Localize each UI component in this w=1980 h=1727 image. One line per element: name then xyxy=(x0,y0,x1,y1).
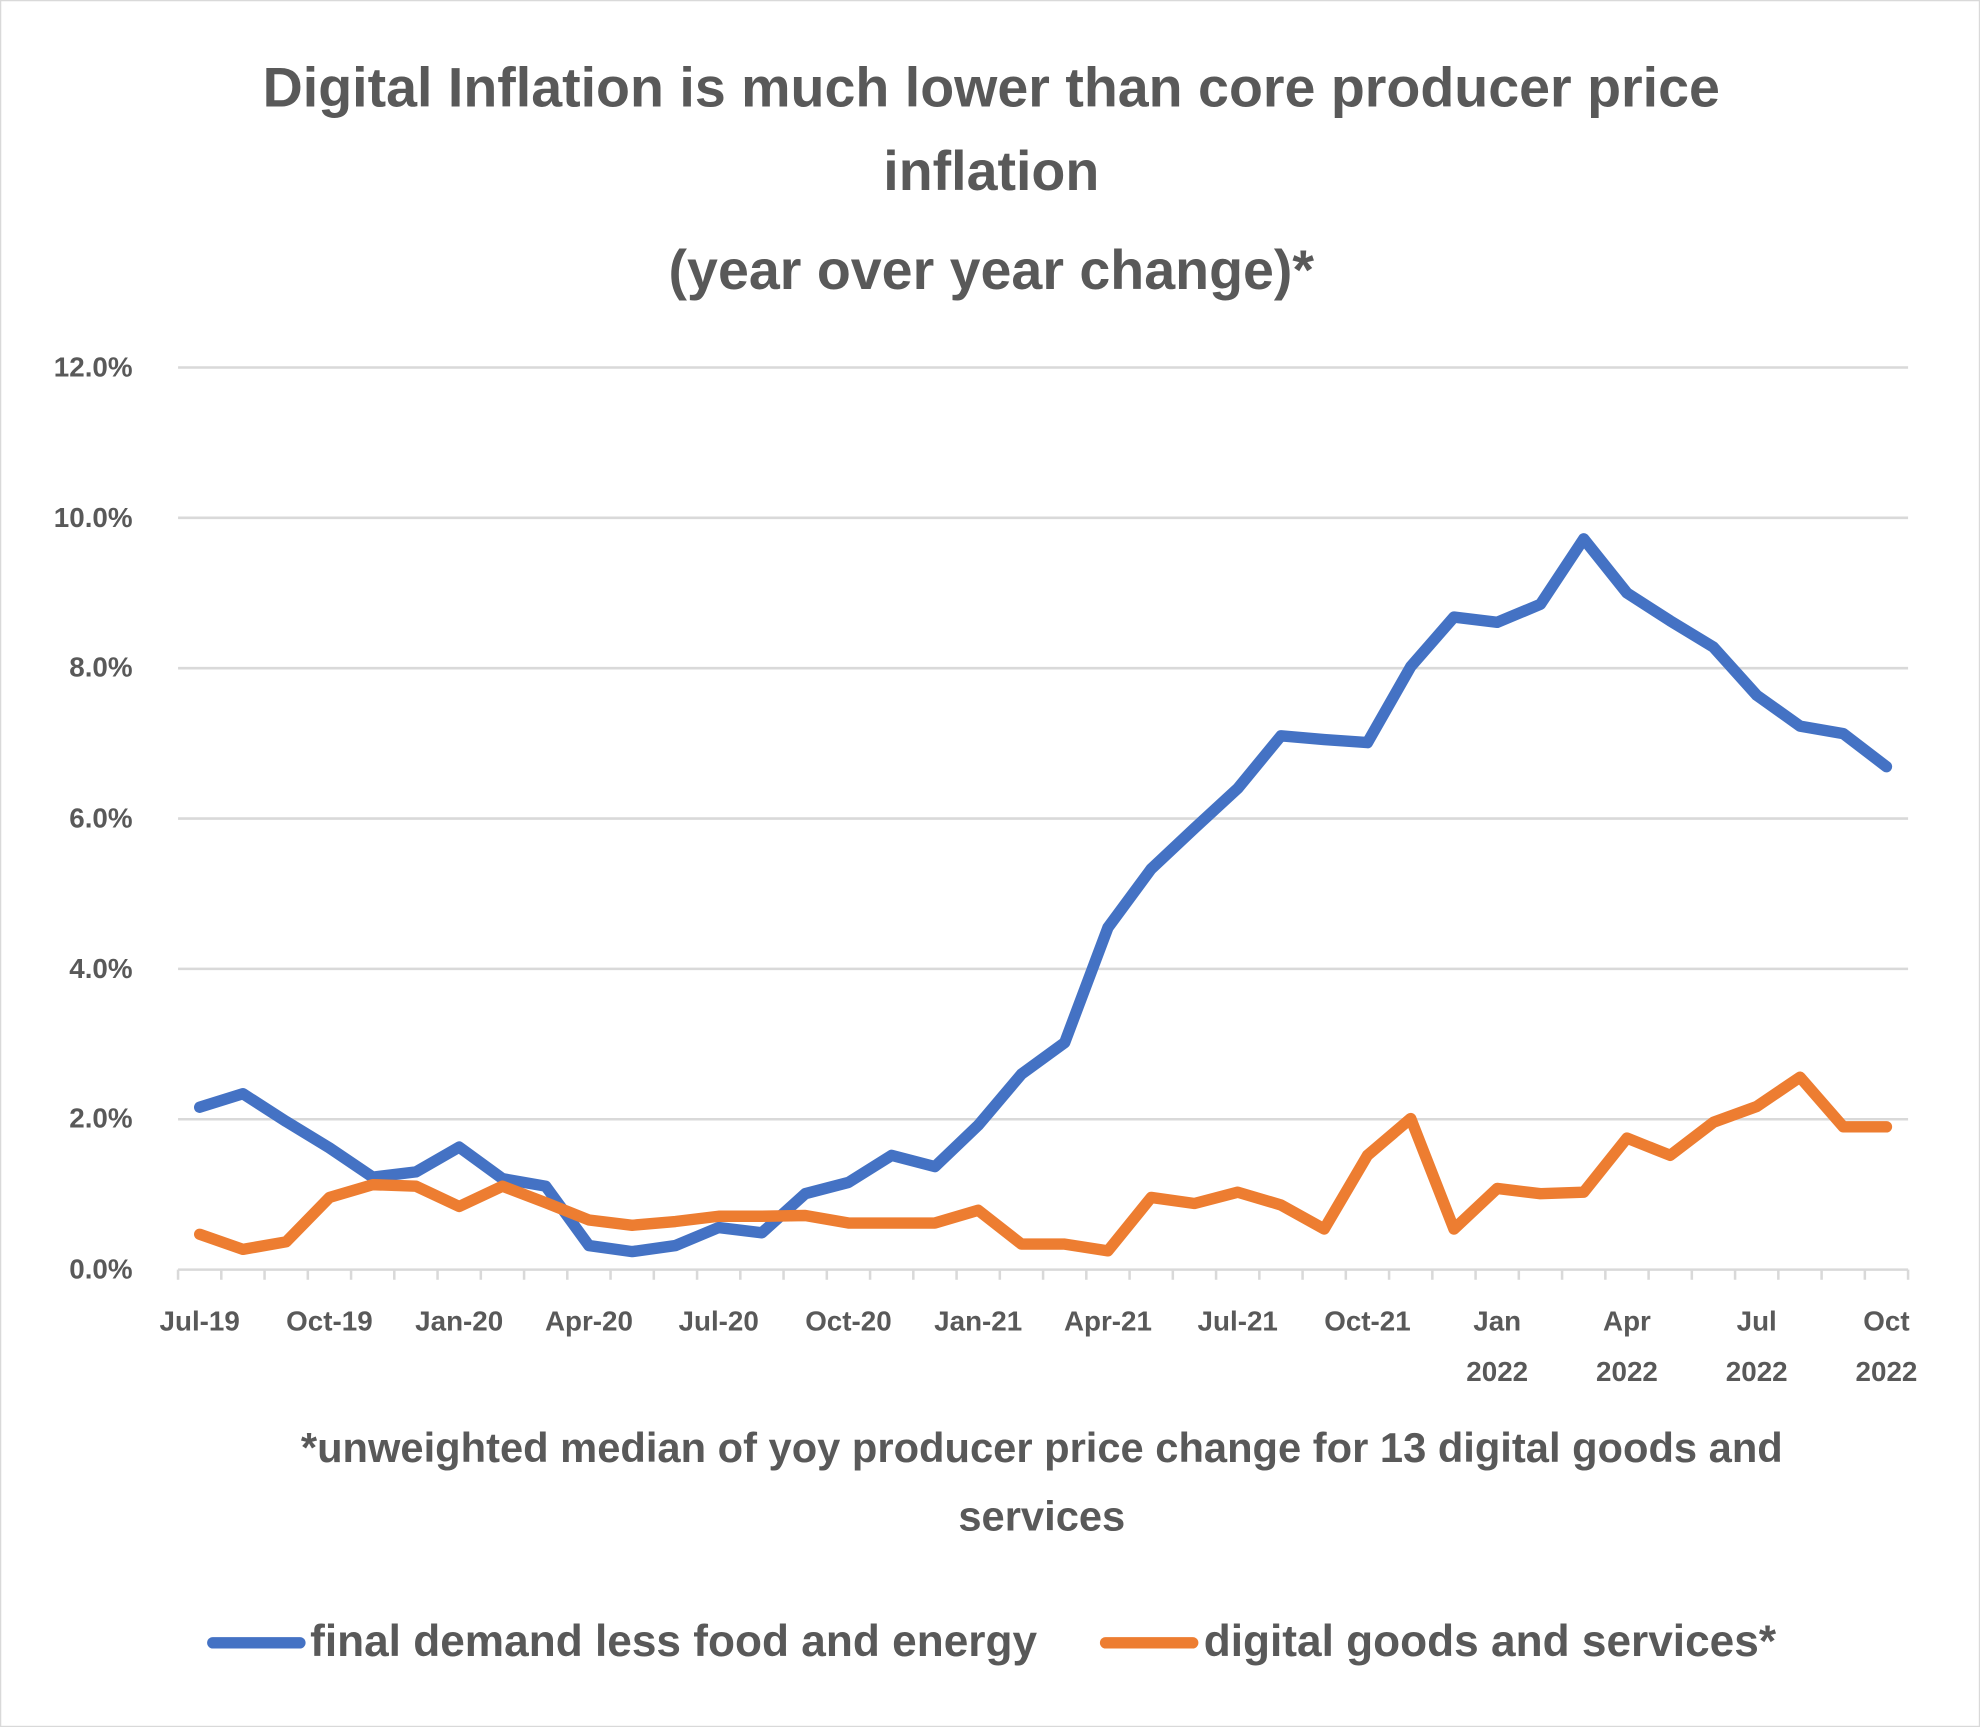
x-tick-label: Jan-21 xyxy=(934,1305,1023,1337)
x-tick-label: Jan-20 xyxy=(415,1305,504,1337)
legend-label: digital goods and services* xyxy=(1203,1616,1777,1667)
y-tick-label: 2.0% xyxy=(69,1102,133,1135)
footnote: *unweighted median of yoy producer price… xyxy=(300,1424,1783,1540)
x-tick-label: Apr-20 xyxy=(544,1305,633,1337)
chart-title: Digital Inflation is much lower than cor… xyxy=(262,57,1720,203)
x-tick-label: Oct-21 xyxy=(1324,1305,1411,1337)
x-tick-label: Oct-20 xyxy=(805,1305,892,1337)
series-line xyxy=(193,533,1893,1258)
x-tick-label: Jul-19 xyxy=(159,1305,240,1337)
legend-item: final demand less food and energy xyxy=(206,1616,1038,1668)
y-tick-label: 10.0% xyxy=(53,501,133,534)
series-line xyxy=(193,1071,1893,1257)
y-tick-label: 0.0% xyxy=(69,1253,133,1285)
x-tick-label: Jul-21 xyxy=(1197,1305,1278,1337)
chart-subtitle: (year over year change)* xyxy=(668,239,1315,302)
x-tick-label: Oct-19 xyxy=(286,1305,373,1337)
x-tick-label: Jul 2022 xyxy=(1725,1305,1788,1388)
x-tick-label: Oct 2022 xyxy=(1855,1305,1918,1388)
y-tick-label: 4.0% xyxy=(69,952,133,985)
legend-swatch xyxy=(206,1636,306,1648)
y-tick-label: 12.0% xyxy=(53,350,133,383)
x-tick-label: Apr 2022 xyxy=(1596,1305,1658,1388)
legend-swatch xyxy=(1100,1636,1199,1648)
legend-item: digital goods and services* xyxy=(1100,1617,1776,1668)
x-tick-label: Jul-20 xyxy=(678,1305,759,1337)
y-tick-label: 8.0% xyxy=(69,651,133,684)
x-tick-label: Apr-21 xyxy=(1063,1305,1152,1337)
y-tick-label: 6.0% xyxy=(69,802,133,834)
legend: final demand less food and energy digital… xyxy=(1,1617,1980,1668)
x-tick-label: Jan 2022 xyxy=(1466,1305,1529,1388)
legend-label: final demand less food and energy xyxy=(310,1616,1038,1667)
